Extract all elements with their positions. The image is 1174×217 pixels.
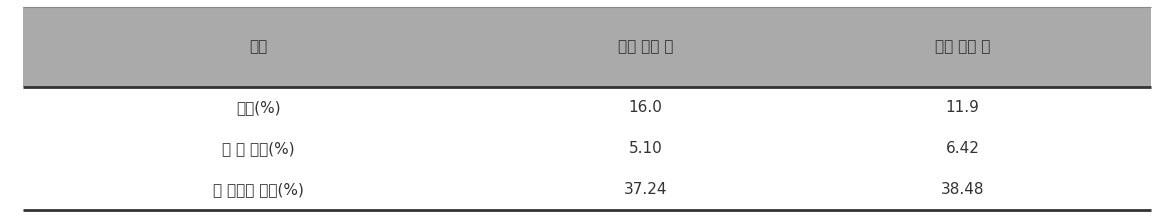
Text: 수율(%): 수율(%) — [236, 100, 281, 115]
Text: 공정 개선 후: 공정 개선 후 — [935, 39, 991, 54]
Text: 37.24: 37.24 — [623, 182, 668, 197]
Text: 공정 개선 전: 공정 개선 전 — [618, 39, 674, 54]
Text: 총 당 함량(%): 총 당 함량(%) — [222, 141, 295, 156]
Text: 총 단백질 함량(%): 총 단백질 함량(%) — [212, 182, 304, 197]
Text: 항목: 항목 — [249, 39, 268, 54]
Text: 16.0: 16.0 — [629, 100, 662, 115]
Bar — [23, 7, 1151, 87]
Text: 11.9: 11.9 — [946, 100, 979, 115]
Text: 6.42: 6.42 — [946, 141, 979, 156]
Text: 38.48: 38.48 — [940, 182, 985, 197]
Text: 5.10: 5.10 — [629, 141, 662, 156]
